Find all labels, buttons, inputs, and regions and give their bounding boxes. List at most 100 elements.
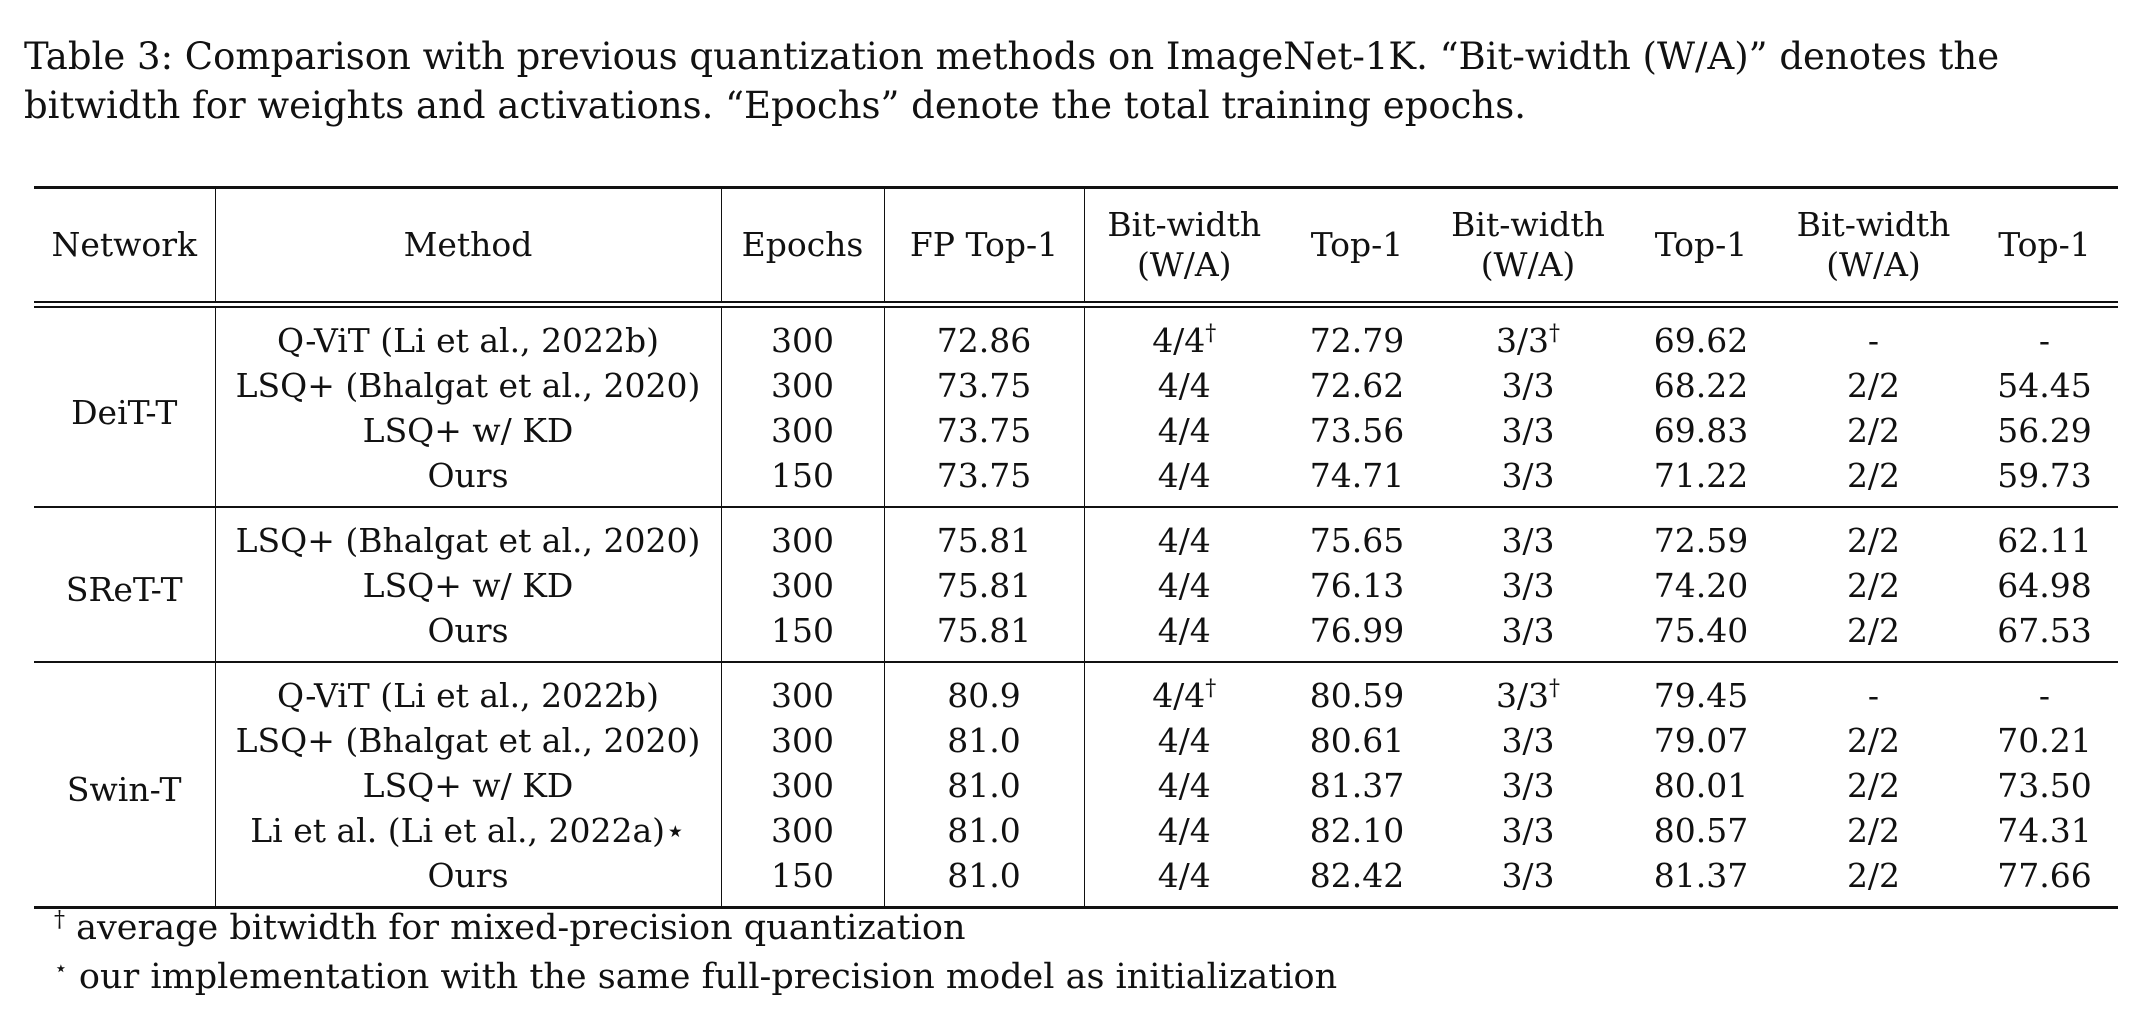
header-bitwidth-3: Bit-width (W/A) [1776, 187, 1971, 308]
bitwidth-1-cell: 4/4 [1157, 411, 1211, 450]
epochs-cell: 300 [721, 763, 885, 808]
top1-3-cell: 77.66 [1997, 856, 2092, 895]
bitwidth-3-cell: 2/2 [1846, 521, 1901, 560]
table-row-ours: Ours 150 73.75 4/4 74.71 3/3 71.22 2/2 5… [34, 453, 2118, 507]
dagger-mark: † [1549, 676, 1561, 701]
epochs-cell: 150 [721, 853, 885, 908]
top1-3-cell: 74.31 [1997, 811, 2092, 850]
bitwidth-2-cell: 3/3 [1501, 721, 1555, 760]
bitwidth-2-cell: 3/3 [1501, 856, 1555, 895]
epochs-cell: 300 [721, 363, 885, 408]
bitwidth-1-cell: 4/4 [1157, 856, 1211, 895]
method-cell: Ours [215, 453, 722, 507]
caption-line-1: Table 3: Comparison with previous quanti… [24, 35, 2000, 78]
epochs-cell: 150 [721, 608, 885, 662]
method-cell: LSQ+ w/ KD [215, 763, 722, 808]
bitwidth-3-cell: - [1867, 676, 1880, 715]
bitwidth-value: 4/4 [1152, 321, 1206, 360]
group-swin-t: Swin-T Q-ViT (Li et al., 2022b) 300 80.9… [34, 662, 2118, 908]
dagger-mark: † [1205, 676, 1217, 701]
header-bitwidth-2-a: Bit-width [1451, 205, 1605, 244]
bitwidth-2-cell: 3/3 [1501, 411, 1555, 450]
top1-3-cell: 67.53 [1997, 611, 2092, 650]
bitwidth-3-cell: 2/2 [1846, 721, 1901, 760]
bitwidth-1-cell: 4/4 [1157, 766, 1211, 805]
top1-3-cell: 56.29 [1997, 411, 2092, 450]
fp-top1-cell: 75.81 [884, 507, 1085, 563]
bitwidth-1-cell: 4/4† [1084, 662, 1284, 718]
bitwidth-2-cell: 3/3 [1501, 456, 1555, 495]
top1-1-cell: 82.10 [1309, 811, 1405, 850]
bitwidth-2-cell: 3/3 [1501, 366, 1555, 405]
header-bitwidth-1-b: (W/A) [1136, 245, 1232, 284]
epochs-cell: 300 [721, 563, 885, 608]
bitwidth-3-cell: 2/2 [1846, 856, 1901, 895]
header-method: Method [215, 187, 722, 308]
top1-2-cell: 79.45 [1653, 676, 1749, 715]
fp-top1-cell: 81.0 [884, 763, 1085, 808]
top1-2-cell: 81.37 [1653, 856, 1749, 895]
bitwidth-2-cell: 3/3† [1430, 305, 1626, 364]
top1-3-cell: - [2038, 321, 2051, 360]
table-caption: Table 3: Comparison with previous quanti… [24, 32, 2124, 130]
method-cell: Ours [215, 853, 722, 908]
top1-2-cell: 68.22 [1653, 366, 1749, 405]
header-bitwidth-3-a: Bit-width [1796, 205, 1951, 244]
group-sret-t: SReT-T LSQ+ (Bhalgat et al., 2020) 300 7… [34, 507, 2118, 662]
fp-top1-cell: 73.75 [884, 363, 1085, 408]
method-cell: Ours [215, 608, 722, 662]
bitwidth-1-cell: 4/4 [1157, 521, 1211, 560]
epochs-cell: 300 [721, 304, 885, 363]
top1-3-cell: 64.98 [1997, 566, 2092, 605]
fp-top1-cell: 81.0 [884, 808, 1085, 853]
epochs-cell: 300 [721, 718, 885, 763]
fp-top1-cell: 81.0 [884, 853, 1085, 908]
footnote-dagger-text: average bitwidth for mixed-precision qua… [65, 908, 966, 948]
epochs-cell: 300 [721, 808, 885, 853]
method-cell: LSQ+ (Bhalgat et al., 2020) [215, 507, 722, 563]
footnote-star: ⋆ our implementation with the same full-… [54, 953, 1337, 1002]
top1-1-cell: 76.13 [1309, 566, 1405, 605]
header-bitwidth-3-b: (W/A) [1826, 245, 1921, 284]
top1-2-cell: 72.59 [1653, 521, 1749, 560]
bitwidth-2-cell: 3/3 [1501, 811, 1555, 850]
top1-2-cell: 69.62 [1653, 321, 1749, 360]
header-bitwidth-2-b: (W/A) [1480, 245, 1576, 284]
method-cell: Li et al. (Li et al., 2022a)⋆ [215, 808, 722, 853]
header-epochs: Epochs [721, 187, 885, 308]
top1-2-cell: 75.40 [1653, 611, 1749, 650]
fp-top1-cell: 80.9 [884, 662, 1085, 718]
bitwidth-1-cell: 4/4 [1157, 566, 1211, 605]
top1-1-cell: 74.71 [1309, 456, 1405, 495]
bitwidth-1-cell: 4/4 [1157, 811, 1211, 850]
bitwidth-2-cell: 3/3 [1501, 766, 1555, 805]
method-cell: LSQ+ (Bhalgat et al., 2020) [215, 363, 722, 408]
table-row: Swin-T Q-ViT (Li et al., 2022b) 300 80.9… [34, 662, 2118, 908]
bitwidth-1-cell: 4/4 [1157, 611, 1211, 650]
method-cell: LSQ+ w/ KD [215, 408, 722, 453]
epochs-cell: 300 [721, 408, 885, 453]
top1-1-cell: 72.62 [1309, 366, 1405, 405]
top1-3-cell: 70.21 [1997, 721, 2092, 760]
table-row: LSQ+ (Bhalgat et al., 2020) 300 73.75 4/… [34, 363, 2118, 408]
top1-1-cell: 80.59 [1309, 676, 1405, 715]
bitwidth-value: 3/3 [1495, 321, 1550, 360]
dagger-mark: † [1549, 321, 1561, 346]
footnote-star-text: our implementation with the same full-pr… [67, 957, 1338, 997]
top1-1-cell: 72.79 [1309, 321, 1405, 360]
top1-3-cell: 54.45 [1997, 366, 2092, 405]
header-bitwidth-1-a: Bit-width [1107, 205, 1262, 244]
bitwidth-value: 4/4 [1152, 676, 1206, 715]
bitwidth-2-cell: 3/3† [1430, 662, 1626, 718]
top1-3-cell: 59.73 [1997, 456, 2092, 495]
fp-top1-cell: 75.81 [884, 563, 1085, 608]
top1-2-cell: 74.20 [1653, 566, 1749, 605]
method-cell: LSQ+ w/ KD [215, 563, 722, 608]
top1-1-cell: 76.99 [1309, 611, 1405, 650]
bitwidth-2-cell: 3/3 [1501, 566, 1555, 605]
top1-2-cell: 71.22 [1653, 456, 1749, 495]
table-row: LSQ+ (Bhalgat et al., 2020) 300 81.0 4/4… [34, 718, 2118, 763]
bitwidth-3-cell: 2/2 [1846, 811, 1901, 850]
bitwidth-1-cell: 4/4† [1084, 305, 1284, 364]
epochs-cell: 300 [721, 662, 885, 718]
